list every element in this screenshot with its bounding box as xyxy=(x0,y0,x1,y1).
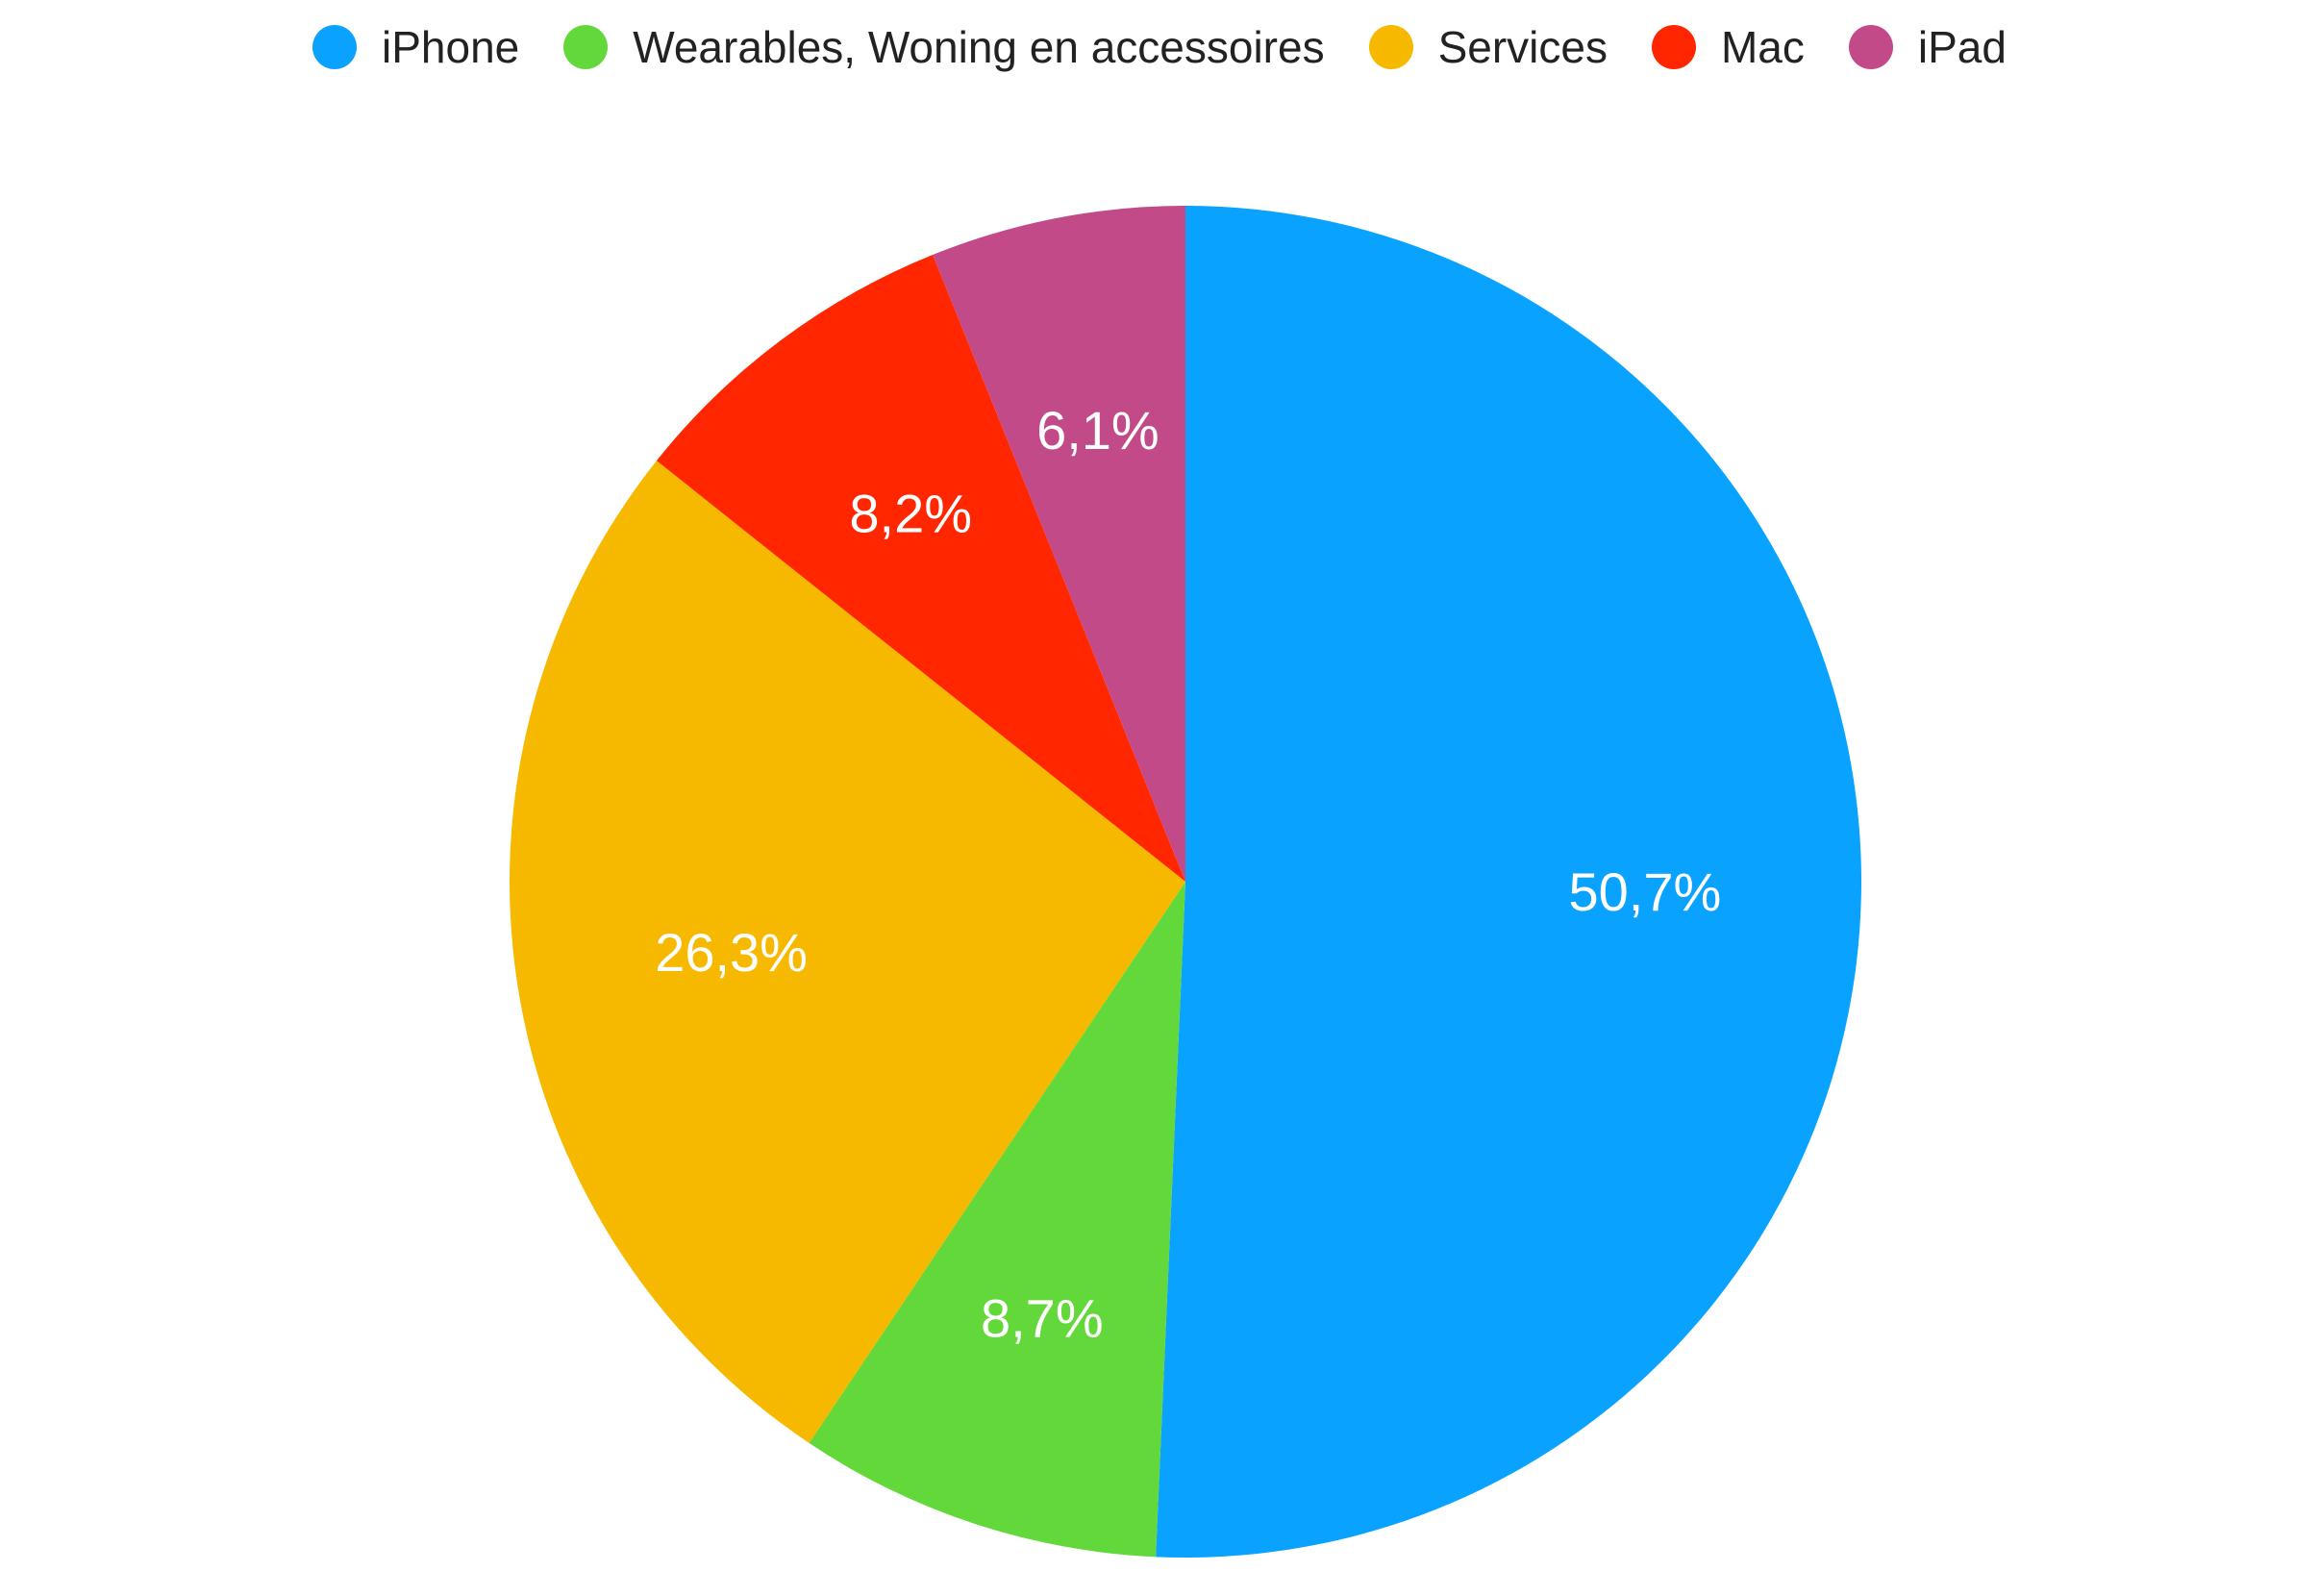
slice-data-label: 26,3% xyxy=(655,922,808,983)
slice-data-label: 50,7% xyxy=(1569,861,1722,922)
slice-data-label: 6,1% xyxy=(1036,400,1160,461)
slice-data-label: 8,7% xyxy=(981,1288,1104,1349)
slice-data-label: 8,2% xyxy=(849,483,972,543)
pie-slice[interactable] xyxy=(1156,206,1861,1558)
